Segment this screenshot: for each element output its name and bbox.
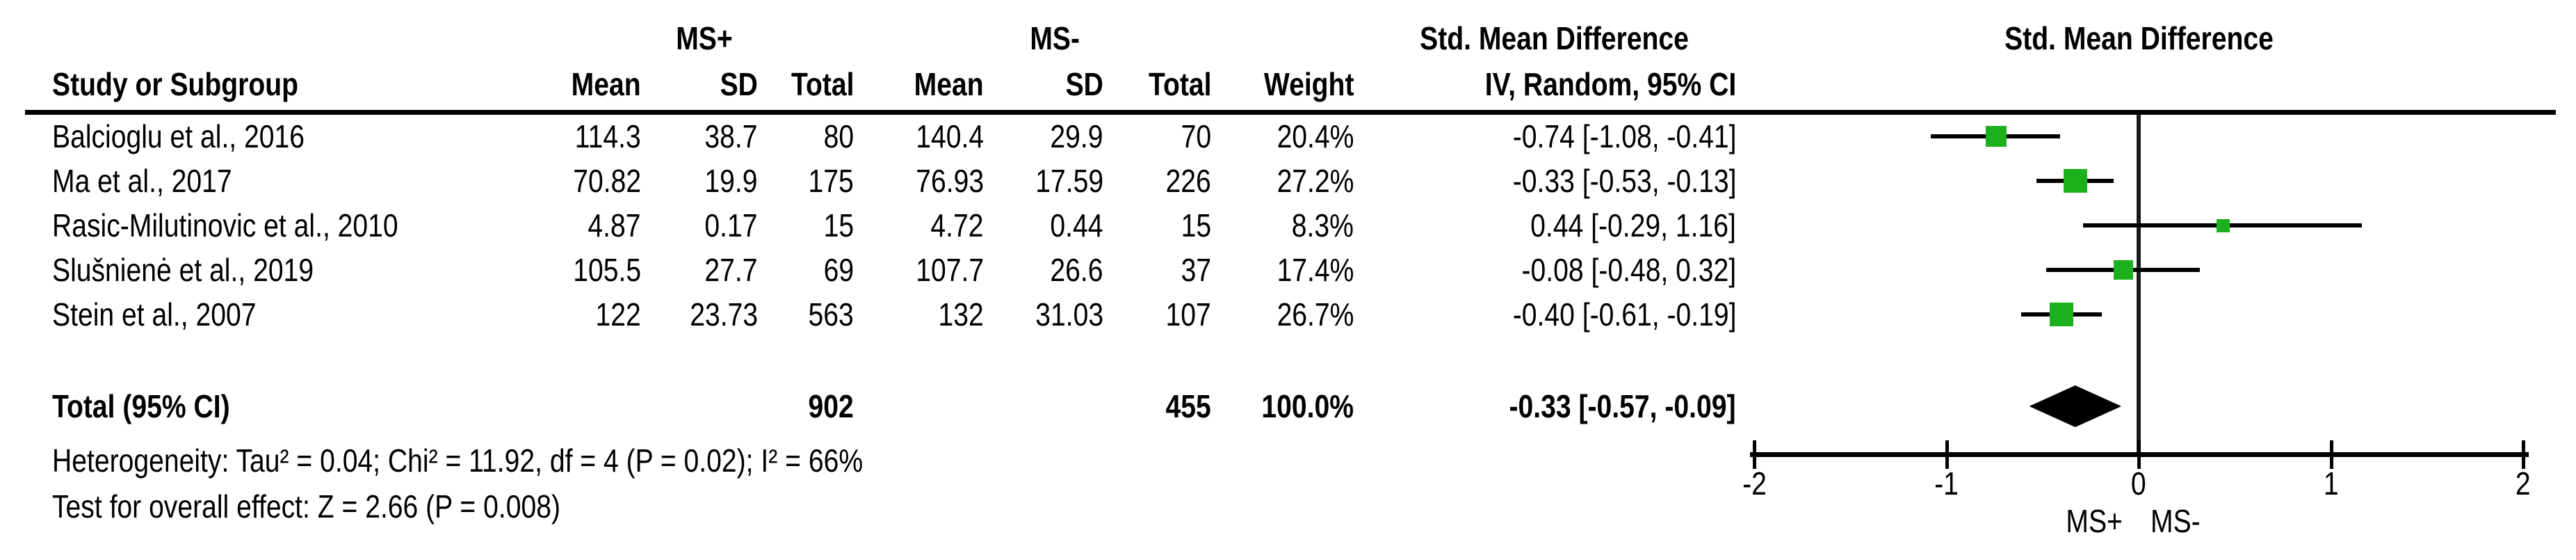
study-ci-text: -0.33 [-0.53, -0.13]	[1512, 163, 1736, 199]
study-weight: 27.2%	[1277, 163, 1354, 199]
ms-plus-mean: 70.82	[573, 163, 641, 199]
overall-effect-test: Test for overall effect: Z = 2.66 (P = 0…	[52, 488, 560, 525]
study-weight: 20.4%	[1277, 118, 1354, 154]
study-weight: 17.4%	[1277, 252, 1354, 288]
pooled-effect-diamond	[2029, 385, 2122, 427]
total-weight: 100.0%	[1261, 388, 1354, 424]
ms-plus-total: 15	[823, 207, 854, 243]
ms-plus-sd: 0.17	[704, 207, 758, 243]
ms-minus-total: 107	[1165, 296, 1211, 333]
col-header-mean1: Mean	[572, 66, 641, 102]
ms-minus-sd: 0.44	[1050, 207, 1103, 243]
total-ci-text: -0.33 [-0.57, -0.09]	[1509, 388, 1736, 424]
ms-minus-mean: 4.72	[930, 207, 984, 243]
study-ci-text: -0.74 [-1.08, -0.41]	[1512, 118, 1736, 154]
study-label: Stein et al., 2007	[52, 296, 257, 333]
ms-minus-total: 15	[1181, 207, 1211, 243]
col-header-sd2: SD	[1065, 66, 1103, 102]
total-ms-plus-n: 902	[808, 388, 854, 424]
ms-minus-sd: 31.03	[1035, 296, 1103, 333]
ms-minus-total: 70	[1181, 118, 1211, 154]
axis-tick-label: 1	[2283, 467, 2380, 499]
ms-plus-sd: 23.73	[690, 296, 758, 333]
col-header-weight: Weight	[1263, 66, 1354, 102]
axis-tick-label: 2	[2474, 467, 2572, 499]
effect-square	[2217, 218, 2230, 232]
ms-plus-total: 80	[823, 118, 854, 154]
ms-minus-mean: 107.7	[916, 252, 984, 288]
effect-square	[2050, 303, 2074, 326]
ms-minus-mean: 132	[938, 296, 984, 333]
axis-tick	[1753, 440, 1756, 469]
ms-plus-mean: 122	[595, 296, 641, 333]
effect-square	[2063, 169, 2087, 193]
axis-tick-label: 0	[2090, 467, 2187, 499]
ms-plus-mean: 114.3	[575, 118, 641, 154]
axis-tick-label-text: 0	[2131, 465, 2146, 502]
zero-reference-line	[2137, 115, 2141, 452]
study-label: Ma et al., 2017	[52, 163, 232, 199]
axis-tick	[2329, 440, 2333, 469]
ms-minus-sd: 26.6	[1050, 252, 1103, 288]
ms-plus-sd: 38.7	[704, 118, 758, 154]
smd-title-plot: Std. Mean Difference	[2004, 20, 2274, 56]
effect-square	[1986, 126, 2007, 147]
study-weight: 8.3%	[1291, 207, 1354, 243]
ms-plus-sd: 27.7	[704, 252, 758, 288]
ms-plus-total: 563	[808, 296, 854, 333]
col-header-study: Study or Subgroup	[52, 66, 299, 102]
axis-tick-label: -2	[1706, 467, 1803, 499]
total-ms-minus-n: 455	[1165, 388, 1211, 424]
ms-minus-sd: 17.59	[1035, 163, 1103, 199]
ms-plus-total: 69	[823, 252, 854, 288]
ms-minus-mean: 76.93	[916, 163, 984, 199]
col-header-sd1: SD	[720, 66, 758, 102]
effect-square	[2113, 260, 2133, 280]
study-label: Balcioglu et al., 2016	[52, 118, 305, 154]
group-header-ms-minus: MS-	[1030, 20, 1080, 56]
axis-label-ms-plus: MS+	[2066, 503, 2123, 539]
smd-title-table: Std. Mean Difference	[1419, 20, 1689, 56]
ms-plus-sd: 19.9	[704, 163, 758, 199]
axis-tick-label-text: 2	[2516, 465, 2531, 502]
col-header-ci-model: IV, Random, 95% CI	[1484, 66, 1736, 102]
axis-tick	[2522, 440, 2525, 469]
axis-tick-label: -1	[1898, 467, 1995, 499]
axis-tick-label-text: -1	[1934, 465, 1959, 502]
study-ci-text: 0.44 [-0.29, 1.16]	[1530, 207, 1736, 243]
ms-plus-mean: 105.5	[573, 252, 641, 288]
study-label: Rasic-Milutinovic et al., 2010	[52, 207, 398, 243]
study-label: Slušnienė et al., 2019	[52, 252, 314, 288]
col-header-total1: Total	[791, 66, 854, 102]
heterogeneity-stats: Heterogeneity: Tau² = 0.04; Chi² = 11.92…	[52, 442, 864, 479]
col-header-mean2: Mean	[914, 66, 984, 102]
study-ci-text: -0.40 [-0.61, -0.19]	[1512, 296, 1736, 333]
axis-tick	[1945, 440, 1949, 469]
axis-tick-label-text: -2	[1742, 465, 1767, 502]
ms-minus-total: 37	[1181, 252, 1211, 288]
study-ci-text: -0.08 [-0.48, 0.32]	[1521, 252, 1736, 288]
axis-tick	[2137, 440, 2141, 469]
study-weight: 26.7%	[1277, 296, 1354, 333]
group-header-ms-plus: MS+	[676, 20, 733, 56]
ms-plus-total: 175	[808, 163, 854, 199]
header-rule	[25, 110, 2556, 115]
axis-label-ms-minus: MS-	[2150, 503, 2201, 539]
ms-plus-mean: 4.87	[588, 207, 641, 243]
ms-minus-mean: 140.4	[916, 118, 984, 154]
ms-minus-total: 226	[1165, 163, 1211, 199]
axis-tick-label-text: 1	[2323, 465, 2339, 502]
ms-minus-sd: 29.9	[1050, 118, 1103, 154]
col-header-total2: Total	[1148, 66, 1211, 102]
total-label: Total (95% CI)	[52, 388, 230, 424]
